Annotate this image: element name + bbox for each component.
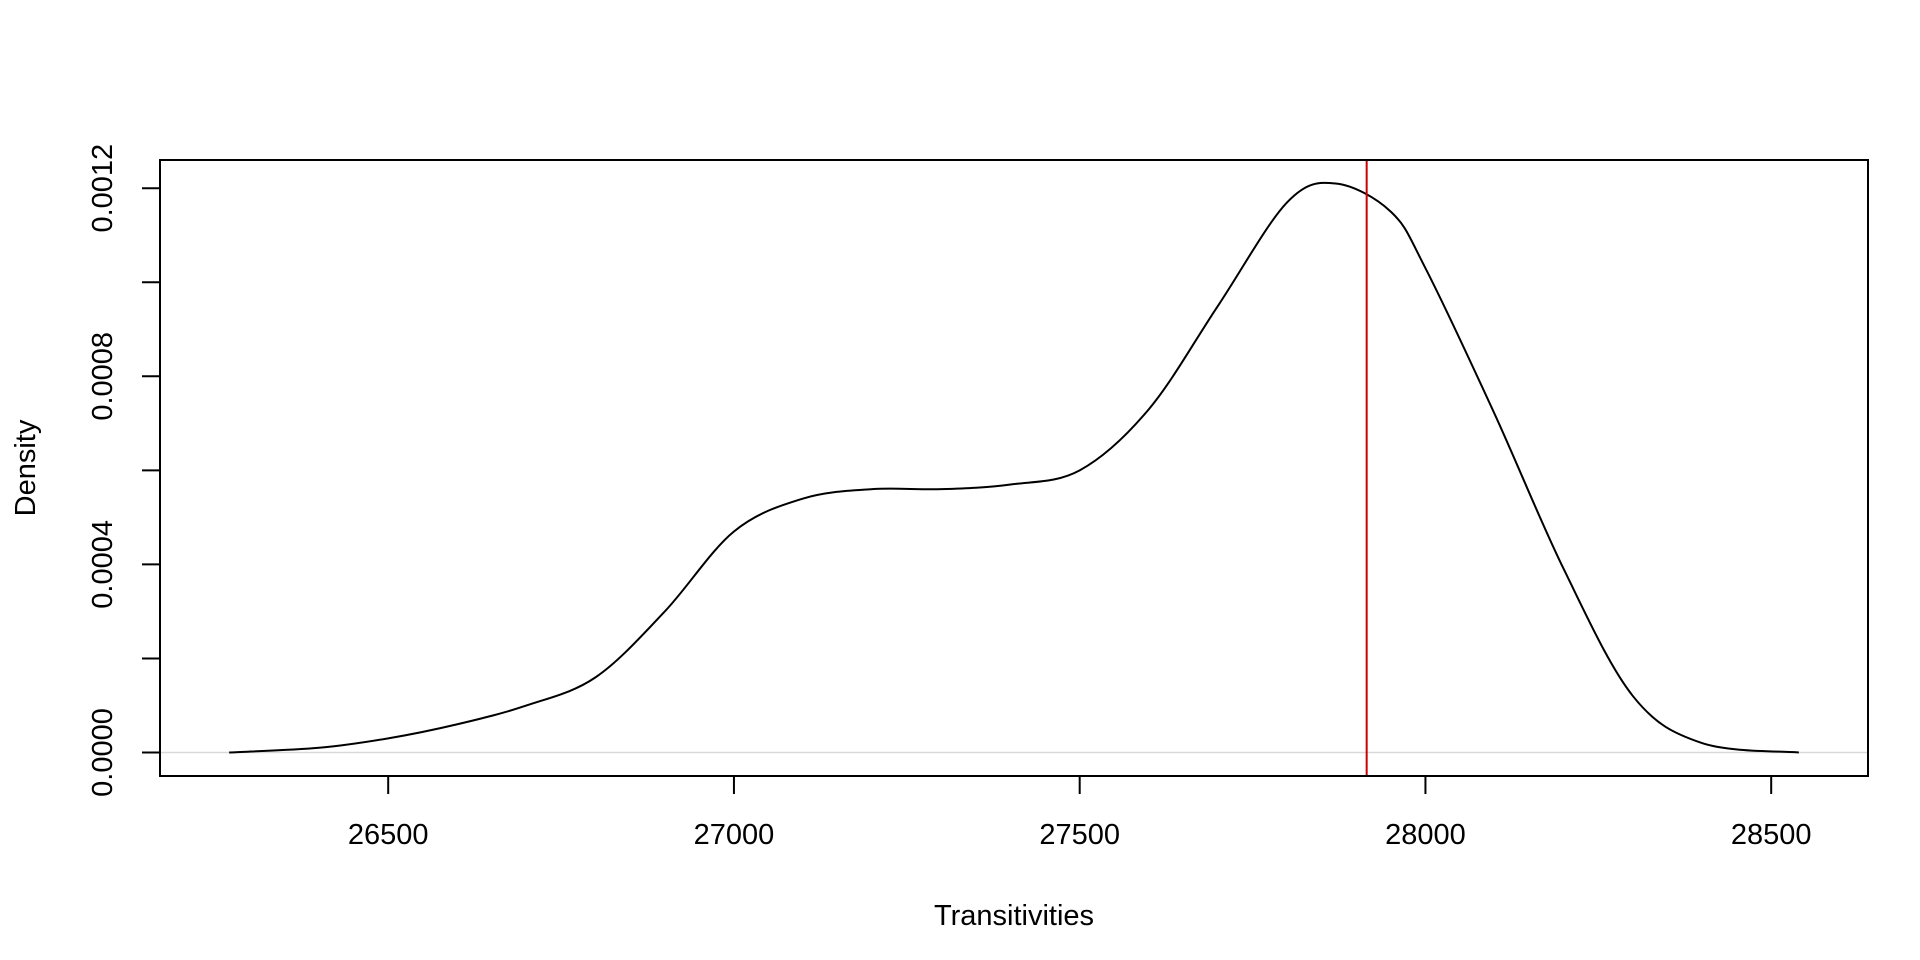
density-curve bbox=[229, 181, 1799, 754]
y-axis: 0.0000 0.0004 0.0008 0.0012 bbox=[87, 144, 161, 797]
x-tick-label: 27500 bbox=[1039, 819, 1120, 851]
x-axis: 26500 27000 27500 28000 28500 bbox=[348, 775, 1812, 851]
x-tick-label: 26500 bbox=[348, 819, 429, 851]
curve-layer bbox=[229, 181, 1799, 754]
y-tick-label: 0.0008 bbox=[87, 332, 119, 421]
x-tick-label: 28000 bbox=[1385, 819, 1466, 851]
plot-frame bbox=[159, 159, 1869, 777]
x-tick-label: 27000 bbox=[694, 819, 775, 851]
y-tick-label: 0.0004 bbox=[87, 520, 119, 609]
y-tick-label: 0.0000 bbox=[87, 708, 119, 797]
y-axis-title: Density bbox=[10, 419, 42, 516]
x-axis-title: Transitivities bbox=[934, 900, 1094, 932]
x-tick-label: 28500 bbox=[1731, 819, 1812, 851]
y-tick-label: 0.0012 bbox=[87, 144, 119, 233]
